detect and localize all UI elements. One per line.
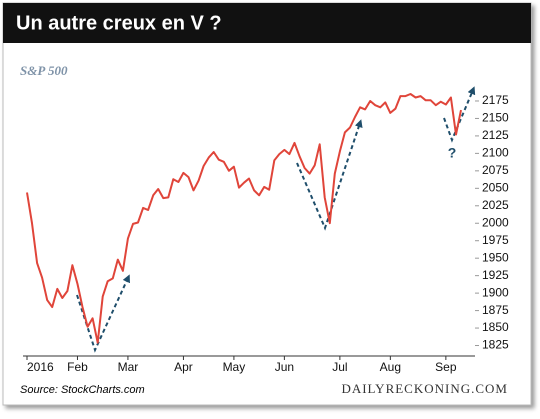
v-arrows <box>76 86 476 353</box>
y-tick-label: 2000 <box>482 215 509 229</box>
y-tick-label: 1875 <box>482 303 509 317</box>
chart-subtitle: S&P 500 <box>20 63 68 78</box>
arrow <box>443 86 476 143</box>
y-tick-label: 2025 <box>482 198 509 212</box>
x-tick-label: May <box>223 360 246 374</box>
y-tick-label: 1925 <box>482 268 509 282</box>
chart-title: Un autre creux en V ? <box>16 12 222 34</box>
y-tick-label: 1975 <box>482 233 509 247</box>
y-tick-label: 1950 <box>482 250 509 264</box>
y-tick-label: 2050 <box>482 180 509 194</box>
x-tick-label: Mar <box>118 360 139 374</box>
y-tick-label: 1850 <box>482 320 509 334</box>
y-tick-label: 2150 <box>482 111 509 125</box>
x-tick-label: Apr <box>174 360 193 374</box>
arrow <box>76 274 130 353</box>
annotation: ? <box>448 145 457 161</box>
title-bar <box>3 3 531 43</box>
y-tick-label: 2075 <box>482 163 509 177</box>
x-tick-label: Feb <box>67 360 88 374</box>
y-tick-label: 1825 <box>482 338 509 352</box>
x-tick-label: Aug <box>380 360 401 374</box>
y-tick-label: 2125 <box>482 128 509 142</box>
x-tick-label: Sep <box>435 360 457 374</box>
y-tick-label: 2100 <box>482 146 509 160</box>
line <box>26 93 462 344</box>
source: Source: StockCharts.com <box>20 384 145 396</box>
credit: DAILYRECKONING.COM <box>341 381 508 396</box>
x-tick-label: Jul <box>332 360 347 374</box>
frame <box>2 2 532 406</box>
y-tick-label: 1900 <box>482 285 509 299</box>
arrow <box>296 119 363 231</box>
x-tick-label: 2016 <box>27 360 54 374</box>
x-tick-label: Jun <box>275 360 294 374</box>
y-tick-label: 2175 <box>482 93 509 107</box>
